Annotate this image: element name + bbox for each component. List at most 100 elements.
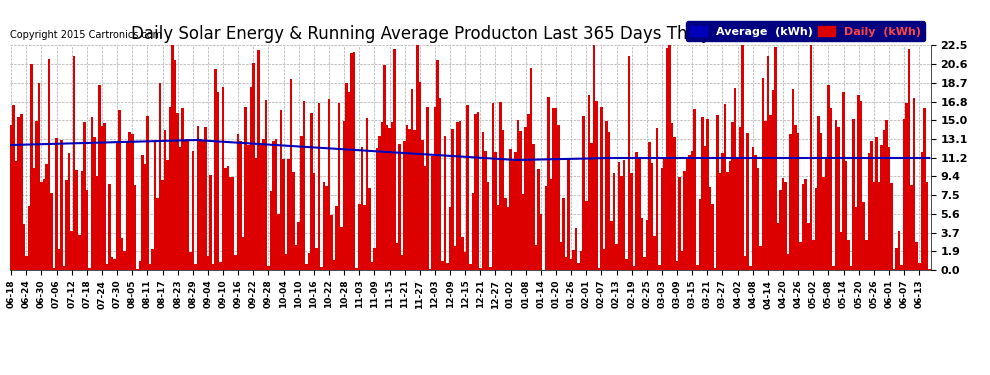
Bar (701, 117, 704, 270)
Bar (232, 177, 235, 270)
Bar (739, 128, 742, 270)
Bar (724, 104, 727, 270)
Bar (456, 122, 459, 270)
Bar (91, 117, 93, 270)
Bar (230, 177, 232, 270)
Bar (779, 190, 782, 270)
Bar (754, 154, 756, 270)
Bar (85, 190, 88, 270)
Bar (557, 125, 559, 270)
Bar (166, 159, 169, 270)
Bar (391, 122, 393, 270)
Bar (650, 163, 653, 270)
Bar (860, 101, 862, 270)
Bar (835, 120, 838, 270)
Bar (280, 110, 282, 270)
Bar (885, 120, 888, 270)
Bar (459, 121, 461, 270)
Bar (126, 142, 129, 270)
Bar (898, 231, 900, 270)
Bar (797, 133, 800, 270)
Bar (761, 78, 764, 270)
Bar (429, 268, 432, 270)
Bar (575, 228, 577, 270)
Bar (259, 145, 262, 270)
Bar (711, 204, 714, 270)
Bar (673, 137, 676, 270)
Bar (709, 187, 711, 270)
Bar (411, 89, 414, 270)
Bar (872, 182, 875, 270)
Bar (277, 214, 280, 270)
Bar (46, 164, 48, 270)
Bar (497, 205, 499, 270)
Bar (918, 262, 921, 270)
Bar (802, 184, 805, 270)
Bar (171, 45, 174, 270)
Bar (264, 100, 267, 270)
Bar (424, 166, 426, 270)
Bar (494, 152, 497, 270)
Bar (751, 147, 754, 270)
Bar (628, 56, 631, 270)
Bar (756, 168, 759, 270)
Bar (716, 115, 719, 270)
Bar (242, 237, 245, 270)
Bar (502, 130, 504, 270)
Title: Daily Solar Energy & Running Average Producton Last 365 Days Thu Jun 18 20:44: Daily Solar Energy & Running Average Pro… (132, 26, 809, 44)
Bar (631, 172, 633, 270)
Bar (517, 120, 520, 270)
Bar (900, 265, 903, 270)
Bar (857, 95, 860, 270)
Bar (176, 113, 179, 270)
Bar (782, 178, 784, 270)
Bar (849, 266, 852, 270)
Bar (641, 218, 644, 270)
Bar (156, 198, 158, 270)
Bar (481, 132, 484, 270)
Bar (20, 114, 23, 270)
Bar (98, 85, 101, 270)
Bar (706, 119, 709, 270)
Bar (181, 108, 184, 270)
Bar (842, 92, 844, 270)
Bar (75, 170, 78, 270)
Bar (136, 269, 139, 270)
Bar (911, 185, 913, 270)
Bar (106, 264, 108, 270)
Bar (285, 254, 287, 270)
Bar (323, 182, 325, 270)
Bar (225, 168, 227, 270)
Bar (605, 121, 608, 270)
Bar (714, 268, 716, 270)
Bar (68, 153, 70, 270)
Bar (890, 183, 893, 270)
Bar (194, 264, 197, 270)
Bar (582, 116, 585, 270)
Bar (719, 173, 722, 270)
Bar (466, 105, 469, 270)
Bar (421, 140, 424, 270)
Bar (119, 110, 121, 270)
Bar (245, 107, 248, 270)
Bar (297, 222, 300, 270)
Bar (151, 249, 153, 270)
Bar (308, 253, 310, 270)
Bar (683, 171, 686, 270)
Bar (370, 262, 373, 270)
Bar (235, 255, 237, 270)
Bar (522, 194, 525, 270)
Bar (333, 260, 336, 270)
Bar (489, 267, 492, 270)
Bar (623, 160, 626, 270)
Bar (484, 151, 487, 270)
Bar (554, 108, 557, 270)
Bar (101, 126, 103, 270)
Bar (638, 159, 641, 270)
Bar (595, 101, 598, 270)
Bar (686, 159, 688, 270)
Bar (15, 161, 18, 270)
Bar (267, 266, 269, 270)
Bar (759, 246, 761, 270)
Bar (358, 204, 360, 270)
